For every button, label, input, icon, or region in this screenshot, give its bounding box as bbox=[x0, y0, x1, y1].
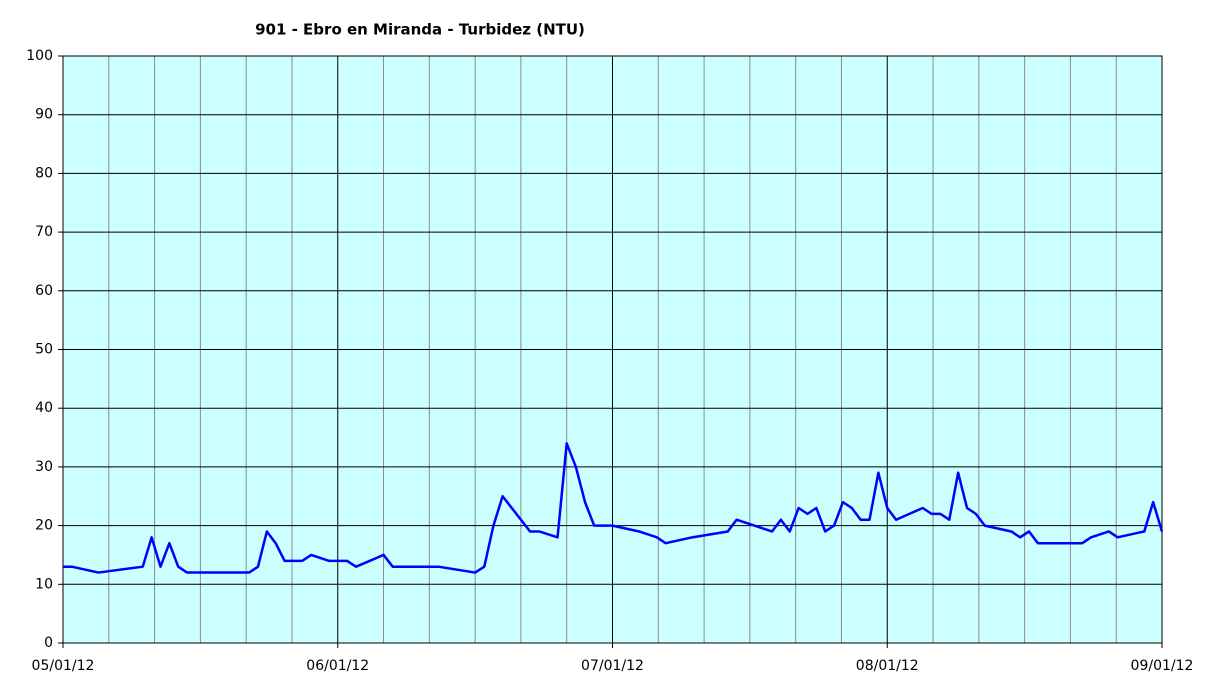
chart-title: 901 - Ebro en Miranda - Turbidez (NTU) bbox=[255, 21, 585, 39]
x-tick-label: 09/01/12 bbox=[1131, 658, 1194, 674]
x-tick-label: 05/01/12 bbox=[32, 658, 95, 674]
y-tick-label: 90 bbox=[35, 107, 53, 123]
plot-border bbox=[62, 55, 1163, 644]
y-tick-label: 10 bbox=[35, 576, 53, 592]
x-tick-label: 06/01/12 bbox=[306, 658, 369, 674]
y-tick-label: 40 bbox=[35, 400, 53, 416]
y-tick-label: 0 bbox=[44, 635, 53, 651]
x-tick-label: 07/01/12 bbox=[581, 658, 644, 674]
y-tick-label: 70 bbox=[35, 224, 53, 240]
data-line bbox=[63, 442, 1164, 574]
y-tick-label: 20 bbox=[35, 518, 53, 534]
y-tick-label: 60 bbox=[35, 283, 53, 299]
x-tick-label: 08/01/12 bbox=[856, 658, 919, 674]
y-tick-label: 50 bbox=[35, 342, 53, 358]
y-tick-label: 100 bbox=[26, 48, 53, 64]
y-tick-label: 30 bbox=[35, 459, 53, 475]
y-tick-label: 80 bbox=[35, 165, 53, 181]
